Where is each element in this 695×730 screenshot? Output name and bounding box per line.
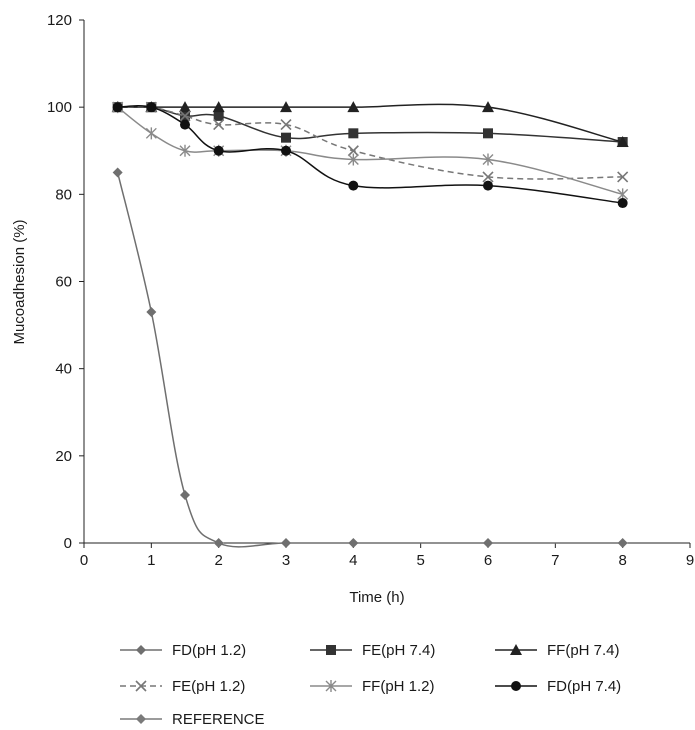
x-tick-label: 9: [686, 552, 694, 569]
x-tick-label: 2: [214, 552, 222, 569]
legend-item: FD(pH 7.4): [495, 678, 621, 695]
data-point: [213, 538, 224, 548]
data-point: [281, 145, 291, 156]
x-tick-label: 6: [484, 552, 492, 569]
legend-item: REFERENCE: [120, 711, 265, 728]
data-point: [145, 127, 157, 140]
data-point: [212, 101, 225, 113]
legend-marker: [511, 681, 521, 691]
x-tick-label: 8: [618, 552, 626, 569]
data-point: [348, 128, 359, 139]
legend-label: FD(pH 7.4): [547, 678, 621, 695]
series-6: [112, 102, 628, 209]
legend-item: FE(pH 7.4): [310, 642, 435, 659]
y-tick-label: 0: [64, 535, 72, 552]
legend-marker: [325, 680, 337, 692]
data-point: [179, 101, 191, 113]
data-point: [180, 490, 190, 501]
data-point: [281, 538, 291, 548]
x-tick-label: 0: [80, 552, 88, 569]
x-tick-label: 7: [551, 552, 559, 569]
x-tick-label: 4: [349, 552, 357, 569]
data-point: [112, 102, 123, 113]
x-tick-label: 3: [282, 552, 290, 569]
legend-label: REFERENCE: [172, 711, 265, 728]
x-axis-label: Time (h): [349, 589, 404, 606]
legend-marker: [136, 714, 146, 724]
y-tick-label: 20: [55, 448, 72, 465]
data-point: [180, 119, 190, 130]
x-tick-label: 1: [147, 552, 155, 569]
data-point: [617, 538, 628, 548]
axes: [79, 19, 691, 548]
data-point: [617, 171, 629, 183]
series-line: [117, 105, 623, 143]
legend-label: FF(pH 7.4): [547, 642, 620, 659]
data-point: [146, 307, 157, 318]
data-point: [281, 132, 291, 143]
data-point: [617, 198, 628, 209]
data-point: [616, 136, 629, 148]
data-point: [213, 119, 225, 131]
data-point: [213, 110, 224, 121]
data-point: [482, 101, 494, 113]
data-point: [483, 538, 493, 548]
data-point: [348, 180, 359, 191]
data-point: [347, 101, 360, 113]
series-layer: [111, 101, 629, 548]
y-tick-label: 60: [55, 274, 72, 291]
tick-labels: 0 1 2 3 4 5 6 7 8 9 0 20 40 60 80 100 120: [47, 12, 694, 569]
data-point: [347, 145, 359, 157]
legend-item: FE(pH 1.2): [120, 678, 245, 695]
legend-item: FD(pH 1.2): [120, 642, 246, 659]
data-point: [280, 101, 292, 113]
legend-label: FE(pH 1.2): [172, 678, 245, 695]
legend-marker: [135, 680, 147, 692]
data-point: [347, 153, 359, 166]
y-tick-label: 80: [55, 186, 72, 203]
legend: FD(pH 1.2) FE(pH 7.4) FF(pH 7.4) FE(pH 1.2)…: [120, 642, 621, 728]
data-point: [483, 128, 493, 139]
legend-marker: [326, 645, 336, 655]
data-point: [482, 171, 494, 183]
data-point: [483, 180, 493, 191]
data-point: [280, 119, 292, 131]
y-axis-label: Mucoadhesion (%): [11, 219, 28, 344]
series-line: [116, 172, 623, 548]
data-point: [482, 153, 494, 166]
legend-item: FF(pH 7.4): [495, 642, 620, 659]
y-tick-label: 120: [47, 12, 72, 29]
data-point: [213, 145, 224, 156]
series-1: [112, 167, 628, 548]
x-tick-label: 5: [416, 552, 424, 569]
legend-label: FD(pH 1.2): [172, 642, 246, 659]
data-point: [179, 144, 191, 157]
legend-label: FF(pH 1.2): [362, 678, 435, 695]
data-point: [112, 167, 123, 178]
y-tick-label: 100: [47, 99, 72, 116]
legend-item: FF(pH 1.2): [310, 678, 435, 695]
legend-marker: [136, 645, 146, 655]
data-point: [348, 538, 359, 548]
data-point: [179, 110, 191, 122]
series-line: [117, 105, 623, 180]
legend-label: FE(pH 7.4): [362, 642, 435, 659]
y-tick-label: 40: [55, 361, 72, 378]
legend-marker: [510, 644, 522, 655]
data-point: [146, 102, 157, 113]
